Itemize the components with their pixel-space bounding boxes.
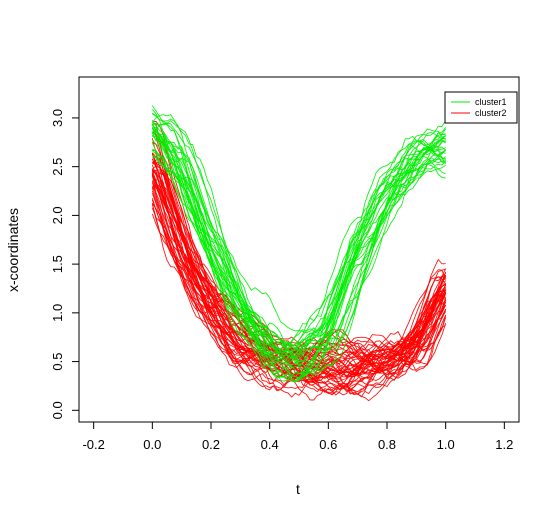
cluster1-curve	[151, 114, 446, 363]
y-axis: 0.0 0.5 1.0 1.5 2.0 2.5 3.0	[50, 109, 80, 419]
cluster2-curve	[151, 203, 447, 393]
cluster1-curve	[152, 131, 446, 359]
cluster2-curve	[152, 141, 447, 365]
cluster1-curve	[152, 113, 446, 374]
x-axis-title: t	[296, 481, 300, 497]
cluster1-curve	[151, 127, 446, 363]
cluster1-curve	[151, 150, 446, 364]
cluster1-curve	[152, 154, 446, 344]
x-axis: -0.2 0.0 0.2 0.4 0.6 0.8 1.0 1.2	[82, 421, 513, 452]
y-tick-label: 0.5	[50, 353, 65, 371]
x-tick-label: 0.6	[319, 437, 337, 452]
y-tick-label: 1.0	[50, 304, 65, 322]
y-axis-title: x-coordinates	[5, 208, 21, 292]
cluster1-curve	[151, 127, 446, 351]
y-tick-label: 0.0	[50, 401, 65, 419]
legend-label-cluster1: cluster1	[475, 97, 507, 107]
cluster1-curve	[151, 139, 446, 352]
y-tick-label: 2.5	[50, 158, 65, 176]
legend-box	[444, 91, 518, 124]
x-tick-label: 1.2	[495, 437, 513, 452]
x-tick-label: 0.4	[261, 437, 279, 452]
cluster1-curve	[151, 123, 446, 360]
cluster2-curve	[152, 162, 447, 395]
x-tick-label: -0.2	[82, 437, 104, 452]
x-tick-label: 1.0	[437, 437, 455, 452]
x-tick-label: 0.2	[202, 437, 220, 452]
curves-layer	[151, 105, 447, 402]
cluster1-curve	[151, 124, 447, 365]
cluster2-curve	[151, 152, 447, 379]
cluster1-curve	[151, 124, 446, 382]
x-tick-label: 0.8	[378, 437, 396, 452]
cluster2-curve	[151, 158, 446, 383]
x-tick-label: 0.0	[143, 437, 161, 452]
cluster2-curve	[151, 199, 446, 354]
legend-label-cluster2: cluster2	[475, 108, 507, 118]
cluster2-curve	[151, 171, 446, 393]
y-tick-label: 2.0	[50, 206, 65, 224]
y-tick-label: 3.0	[50, 109, 65, 127]
cluster1-curve	[151, 108, 446, 383]
y-tick-label: 1.5	[50, 255, 65, 273]
cluster2-curve	[152, 171, 447, 379]
cluster1-curve	[152, 112, 447, 365]
cluster1-curve	[151, 128, 446, 366]
